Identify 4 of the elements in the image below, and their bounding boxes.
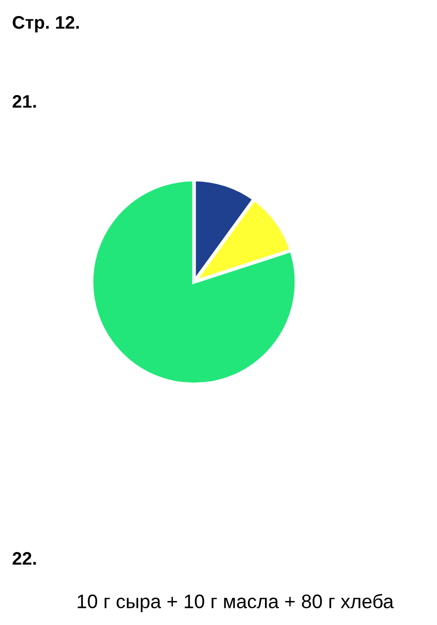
- chart-title: Стр. 12.: [12, 16, 79, 32]
- text: 22.: [12, 552, 36, 565]
- text: 10 г сыра + 10 г масла + 80 г хлеба: [78, 594, 394, 612]
- text: 21.: [12, 95, 36, 108]
